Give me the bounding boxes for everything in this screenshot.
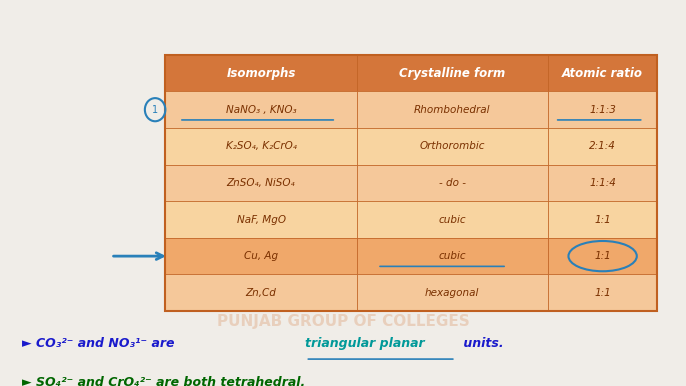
FancyBboxPatch shape [548,274,657,311]
Text: PUNJAB GROUP OF COLLEGES: PUNJAB GROUP OF COLLEGES [217,314,469,329]
Text: cubic: cubic [438,251,466,261]
Text: 1:1:4: 1:1:4 [589,178,616,188]
Text: Rhombohedral: Rhombohedral [414,105,490,115]
FancyBboxPatch shape [357,128,548,164]
FancyBboxPatch shape [357,274,548,311]
FancyBboxPatch shape [357,55,548,91]
Text: 1:1:3: 1:1:3 [589,105,616,115]
FancyBboxPatch shape [548,128,657,164]
Text: Isomorphs: Isomorphs [226,66,296,80]
FancyBboxPatch shape [548,238,657,274]
Text: Zn,Cd: Zn,Cd [246,288,276,298]
Text: ZnSO₄, NiSO₄: ZnSO₄, NiSO₄ [226,178,296,188]
Text: cubic: cubic [438,215,466,225]
FancyBboxPatch shape [357,91,548,128]
Text: ► CO₃²⁻ and NO₃¹⁻ are: ► CO₃²⁻ and NO₃¹⁻ are [22,337,179,350]
Text: 1:1: 1:1 [594,288,611,298]
Text: Cu, Ag: Cu, Ag [244,251,278,261]
FancyBboxPatch shape [165,201,357,238]
FancyBboxPatch shape [357,201,548,238]
Text: NaF, MgO: NaF, MgO [237,215,285,225]
Text: K₂SO₄, K₂CrO₄: K₂SO₄, K₂CrO₄ [226,141,296,151]
Text: units.: units. [459,337,504,350]
Text: - do -: - do - [439,178,466,188]
FancyBboxPatch shape [548,55,657,91]
Text: 1: 1 [152,105,158,115]
Text: ► SO₄²⁻ and CrO₄²⁻ are both tetrahedral.: ► SO₄²⁻ and CrO₄²⁻ are both tetrahedral. [22,376,305,386]
FancyBboxPatch shape [165,164,357,201]
Text: Atomic ratio: Atomic ratio [562,66,643,80]
Text: Crystalline form: Crystalline form [399,66,506,80]
Text: hexagonal: hexagonal [425,288,480,298]
Text: triangular planar: triangular planar [305,337,425,350]
FancyBboxPatch shape [165,128,357,164]
Text: 1:1: 1:1 [594,215,611,225]
FancyBboxPatch shape [548,164,657,201]
Text: 2:1:4: 2:1:4 [589,141,616,151]
FancyBboxPatch shape [357,164,548,201]
Text: Orthorombic: Orthorombic [420,141,485,151]
FancyBboxPatch shape [357,238,548,274]
FancyBboxPatch shape [548,201,657,238]
FancyBboxPatch shape [165,238,357,274]
FancyBboxPatch shape [165,91,357,128]
FancyBboxPatch shape [165,274,357,311]
FancyBboxPatch shape [165,55,357,91]
Text: NaNO₃ , KNO₃: NaNO₃ , KNO₃ [226,105,296,115]
Text: 1:1: 1:1 [594,251,611,261]
FancyBboxPatch shape [548,91,657,128]
